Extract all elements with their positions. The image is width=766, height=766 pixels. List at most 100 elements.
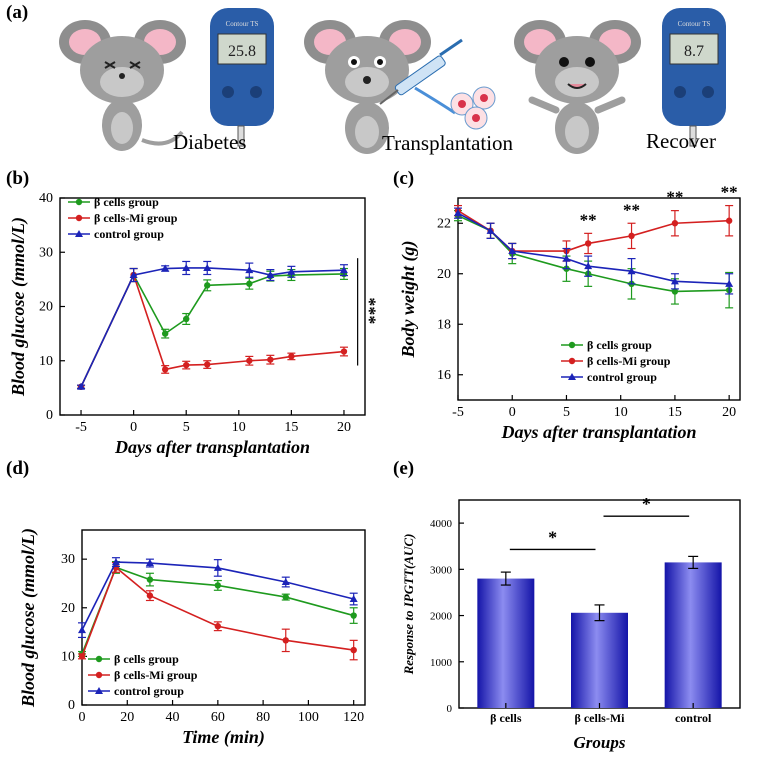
series-line	[80, 273, 344, 388]
data-point	[183, 315, 190, 323]
legend-marker	[95, 655, 103, 663]
data-point	[670, 277, 679, 285]
legend-marker	[568, 373, 576, 380]
chart-ipgtt: 0 10 20 30 0 20 40 60 80 100 120 Time (min) Blood gl…	[18, 528, 366, 748]
y-tick-label: 10	[39, 354, 53, 369]
x-tick-label: 20	[722, 405, 736, 420]
significance-label: *	[548, 527, 557, 547]
data-point	[161, 366, 169, 373]
y-tick-label: 18	[437, 317, 451, 332]
data-point	[146, 592, 154, 599]
significance-label: **	[580, 210, 597, 229]
data-point	[183, 361, 190, 369]
legend-label: β cells-Mi group	[587, 354, 671, 368]
x-tick-label: control	[675, 711, 712, 725]
data-point	[214, 582, 222, 589]
caption-diabetes: Diabetes	[173, 130, 247, 154]
legend-marker	[568, 341, 576, 349]
data-point	[77, 382, 86, 390]
y-tick-label: 0	[447, 703, 453, 715]
data-point	[204, 361, 211, 368]
x-tick-label: 40	[166, 710, 180, 725]
y-tick-label: 0	[46, 408, 53, 423]
y-tick-label: 20	[39, 300, 53, 315]
syringe-icon	[379, 38, 463, 115]
chart-auc-bars: 0 1000 2000 3000 4000 Groups Response to IPGTT…	[401, 494, 741, 752]
data-point	[161, 330, 169, 337]
svg-text:Contour TS: Contour TS	[678, 20, 711, 28]
data-point	[562, 254, 571, 262]
plot-frame	[457, 197, 741, 401]
y-tick-label: 20	[437, 267, 451, 282]
y-tick-label: 40	[39, 191, 53, 206]
data-point	[339, 266, 348, 274]
data-point	[246, 280, 253, 287]
series-line	[81, 561, 354, 631]
y-tick-label: 1000	[430, 657, 453, 669]
x-tick-label: -5	[75, 420, 87, 435]
data-point	[288, 353, 295, 360]
x-tick-label: 0	[79, 710, 86, 725]
data-point	[213, 563, 222, 571]
data-point	[486, 226, 495, 234]
y-tick-label: 4000	[430, 518, 453, 530]
data-point	[204, 282, 211, 289]
legend-label: β cells group	[587, 338, 652, 352]
x-axis-label: Groups	[574, 733, 626, 752]
y-tick-label: 30	[39, 245, 53, 260]
x-tick-label: 5	[183, 420, 190, 435]
data-point	[584, 262, 593, 270]
series-line	[457, 212, 730, 285]
x-tick-label: β cells	[490, 711, 522, 725]
y-tick-label: 30	[61, 552, 75, 567]
legend-marker	[95, 687, 103, 694]
y-tick-label: 2000	[430, 611, 453, 623]
data-point	[266, 271, 275, 279]
y-axis-label: Blood glucose (mmol/L)	[18, 528, 39, 708]
x-tick-label: -5	[452, 405, 464, 420]
y-axis-label: Blood glucose (mmol/L)	[8, 217, 29, 397]
data-point	[725, 217, 733, 224]
y-tick-label: 3000	[430, 564, 453, 576]
x-tick-label: 60	[211, 710, 225, 725]
x-tick-label: 20	[120, 710, 134, 725]
legend-label: β cells group	[94, 195, 159, 209]
data-point	[350, 646, 357, 654]
y-axis-label: Body weight (g)	[398, 241, 419, 359]
significance-label: ***	[360, 297, 380, 324]
data-point	[349, 595, 358, 603]
cells-icon	[450, 86, 496, 130]
legend-marker	[75, 214, 83, 222]
data-point	[454, 209, 462, 217]
panel-label-a: (a)	[6, 2, 29, 23]
significance-label: **	[623, 200, 640, 219]
mouse-transplant-icon	[304, 20, 431, 154]
svg-text:25.8: 25.8	[228, 43, 256, 60]
mouse-recovered-icon	[514, 20, 641, 154]
x-tick-label: 15	[284, 420, 298, 435]
series-line	[81, 566, 354, 657]
data-point	[78, 653, 86, 660]
y-tick-label: 20	[61, 601, 75, 616]
x-tick-label: 15	[668, 405, 682, 420]
data-point	[245, 266, 254, 274]
panel-label-b: (b)	[6, 168, 30, 189]
x-tick-label: β cells-Mi	[575, 711, 626, 725]
data-point	[182, 263, 191, 271]
data-point	[350, 612, 357, 619]
legend-label: β cells-Mi group	[114, 668, 198, 682]
significance-label: **	[666, 188, 683, 207]
data-point	[282, 593, 289, 601]
x-tick-label: 0	[509, 405, 516, 420]
data-point	[214, 623, 222, 630]
x-tick-label: 5	[563, 405, 570, 420]
series-line	[80, 272, 345, 388]
data-point	[203, 263, 212, 271]
data-point	[145, 559, 154, 567]
legend-marker	[95, 671, 103, 679]
x-tick-label: 10	[232, 420, 246, 435]
data-point	[671, 288, 679, 295]
chart-body-weight: 16 18 20 22 -5 0 5 10 15 20 Days after transplanta…	[398, 183, 741, 442]
legend-label: control group	[587, 370, 657, 384]
glucose-meter-icon: 25.8 Contour TS	[210, 8, 274, 147]
